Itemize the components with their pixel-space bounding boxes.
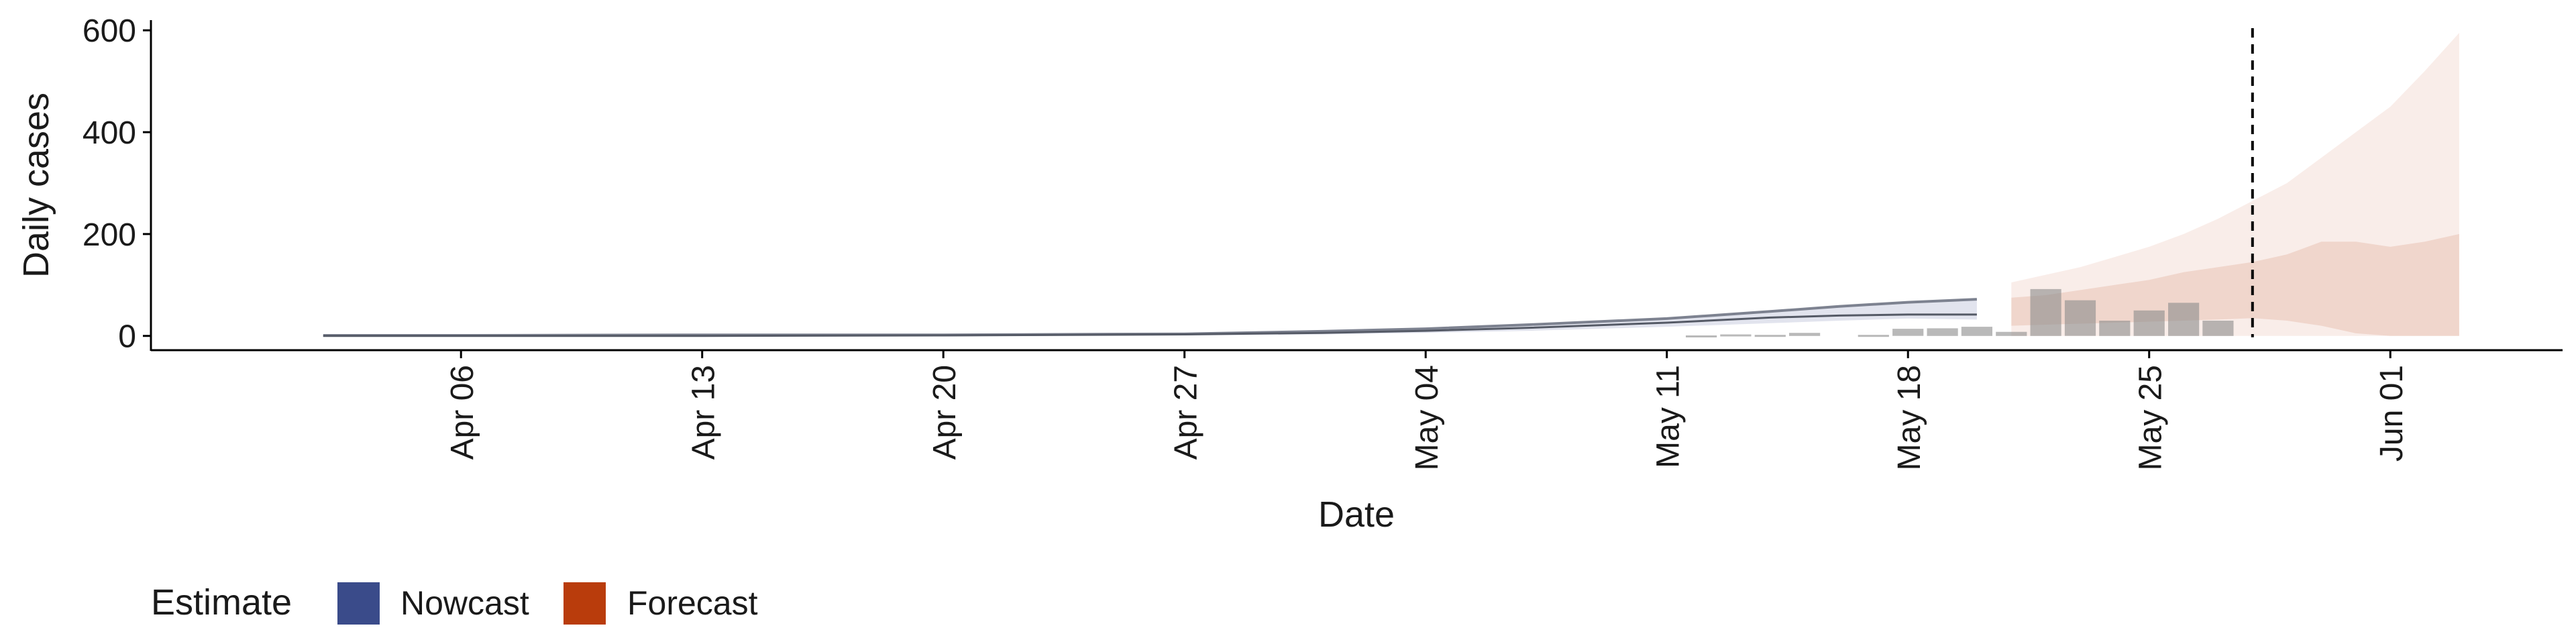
forecast-outer-band <box>2011 33 2459 336</box>
case-bar <box>1720 334 1752 337</box>
legend-label-nowcast: Nowcast <box>400 584 529 622</box>
nowcast-bands <box>323 299 1977 336</box>
case-bar <box>2030 288 2061 336</box>
case-bar <box>1892 329 1924 336</box>
y-axis-title: Daily cases <box>16 93 56 278</box>
case-bar <box>1927 328 1958 336</box>
case-bar <box>2202 321 2234 336</box>
y-tick-label: 0 <box>118 319 136 355</box>
forecast-bands <box>2011 33 2459 336</box>
nowcast-band <box>323 299 1977 336</box>
x-tick-label: May 04 <box>1409 365 1445 470</box>
y-tick-label: 200 <box>83 217 136 253</box>
case-bars <box>1686 288 2234 337</box>
x-tick-label: May 11 <box>1651 365 1686 468</box>
axes: 0 200 400 600 Apr 06 Apr 13 Apr 20 Apr 27 May 0… <box>83 13 2563 470</box>
x-tick-label: Apr 13 <box>686 365 722 460</box>
forecast-inner-band <box>2011 233 2459 336</box>
y-ticks: 0 200 400 600 <box>83 13 151 355</box>
x-tick-label: Apr 20 <box>927 365 963 460</box>
x-tick-label: May 18 <box>1892 365 1927 470</box>
plot-area <box>323 28 2459 337</box>
legend-swatch-forecast <box>564 582 606 625</box>
x-axis-title: Date <box>1318 494 1395 535</box>
nowcast-median-line <box>323 313 1977 337</box>
legend: Estimate Nowcast Forecast <box>151 582 758 625</box>
case-bar <box>1754 335 1786 337</box>
case-bar <box>1686 335 1717 337</box>
case-bar <box>1996 331 2027 336</box>
case-bar <box>1789 333 1821 336</box>
x-tick-label: Apr 27 <box>1169 365 1204 460</box>
median-lines <box>323 298 1977 337</box>
x-tick-label: May 25 <box>2133 365 2169 470</box>
case-bar <box>1961 327 1992 336</box>
case-bar <box>2064 300 2096 336</box>
x-tick-label: Jun 01 <box>2374 365 2410 462</box>
legend-title: Estimate <box>151 582 292 623</box>
legend-label-forecast: Forecast <box>627 584 758 622</box>
case-bar <box>2168 303 2200 336</box>
case-bar <box>1858 335 1889 337</box>
x-tick-label: Apr 06 <box>445 365 480 460</box>
y-tick-label: 400 <box>83 115 136 151</box>
case-bar <box>2133 310 2165 336</box>
legend-swatch-nowcast <box>337 582 380 625</box>
y-tick-label: 600 <box>83 13 136 49</box>
x-ticks: Apr 06 Apr 13 Apr 20 Apr 27 May 04 May 11 May … <box>445 350 2410 470</box>
case-bar <box>2099 321 2131 336</box>
